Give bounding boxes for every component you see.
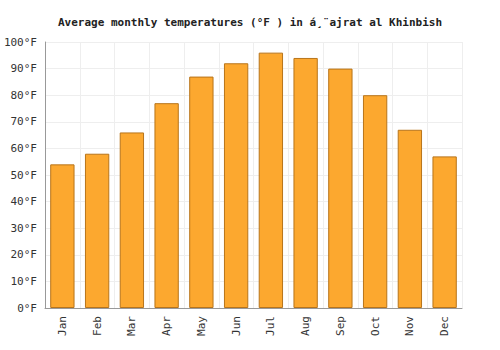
svg-text:40°F: 40°F [11,195,38,208]
svg-text:0°F: 0°F [17,302,37,315]
svg-text:10°F: 10°F [11,275,38,288]
svg-text:90°F: 90°F [11,62,38,75]
svg-text:Oct: Oct [369,316,382,336]
svg-text:20°F: 20°F [11,248,38,261]
svg-text:30°F: 30°F [11,222,38,235]
svg-text:70°F: 70°F [11,115,38,128]
svg-text:Mar: Mar [125,316,138,336]
svg-text:Nov: Nov [403,316,416,336]
svg-text:Apr: Apr [160,316,173,336]
svg-text:Jan: Jan [56,316,69,336]
svg-text:50°F: 50°F [11,169,38,182]
svg-text:60°F: 60°F [11,142,38,155]
svg-text:100°F: 100°F [4,36,37,49]
svg-text:Jun: Jun [230,316,243,336]
svg-text:Sep: Sep [334,316,347,336]
svg-text:Aug: Aug [299,316,312,336]
svg-text:Dec: Dec [438,316,451,336]
svg-text:May: May [195,316,208,336]
svg-text:Feb: Feb [91,316,104,336]
svg-text:Average monthly temperatures (: Average monthly temperatures (°F ) in á¸… [58,16,442,29]
svg-text:Jul: Jul [264,316,277,336]
svg-text:80°F: 80°F [11,89,38,102]
